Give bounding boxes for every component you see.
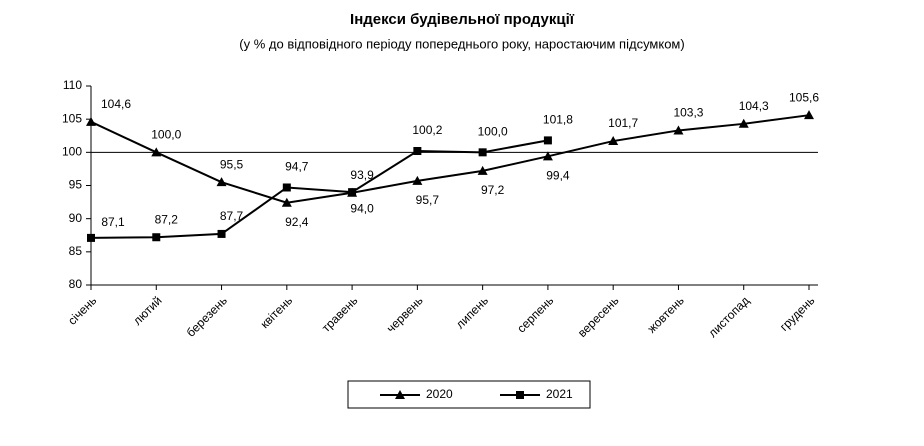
marker (281, 197, 292, 207)
y-tick-label: 100 (62, 145, 82, 159)
data-label: 104,6 (101, 97, 131, 111)
x-tick-label: січень (65, 293, 99, 327)
data-label: 95,7 (416, 193, 440, 207)
data-label: 93,9 (350, 168, 374, 182)
data-label: 87,2 (155, 212, 179, 226)
series-line (90, 114, 810, 204)
data-label: 87,1 (101, 215, 125, 229)
marker (478, 148, 487, 157)
marker (673, 125, 684, 135)
chart-subtitle: (у % до відповідного періоду попередньог… (239, 36, 684, 51)
data-label: 104,3 (739, 99, 769, 113)
data-label: 101,7 (608, 116, 638, 130)
x-tick-label: серпень (514, 293, 556, 335)
x-tick-label: травень (319, 293, 360, 334)
marker (543, 136, 552, 145)
marker (87, 233, 95, 242)
marker (395, 390, 405, 399)
marker (738, 118, 749, 128)
x-tick-label: лютий (130, 293, 164, 327)
data-label: 101,8 (543, 113, 573, 127)
marker (412, 175, 423, 185)
y-tick-label: 95 (69, 178, 83, 192)
data-label: 94,0 (350, 201, 374, 215)
y-tick-label: 110 (63, 78, 82, 92)
x-tick-label: грудень (777, 293, 817, 333)
marker (216, 177, 227, 187)
marker (804, 110, 814, 120)
series-line (90, 139, 549, 239)
marker (282, 183, 291, 192)
y-tick-label: 90 (69, 211, 83, 225)
data-label: 99,4 (546, 168, 570, 182)
data-label: 100,0 (151, 128, 181, 142)
data-label: 97,2 (481, 183, 505, 197)
data-label: 100,2 (412, 123, 442, 137)
data-label: 105,6 (789, 90, 819, 104)
marker (413, 147, 422, 156)
marker (542, 151, 553, 161)
legend-label: 2021 (546, 387, 573, 401)
marker (217, 229, 226, 238)
marker (151, 147, 162, 157)
chart-title: Індекси будівельної продукції (350, 11, 575, 28)
x-tick-label: жовтень (645, 293, 687, 335)
data-label: 100,0 (478, 125, 508, 139)
y-tick-label: 85 (69, 244, 83, 258)
x-tick-label: вересень (575, 293, 622, 340)
marker (516, 391, 524, 399)
x-tick-label: березень (184, 293, 230, 339)
x-tick-label: листопад (705, 293, 752, 340)
marker (152, 233, 161, 242)
marker (348, 188, 357, 197)
data-label: 103,3 (673, 106, 703, 120)
x-tick-label: липень (453, 293, 491, 331)
y-tick-label: 105 (62, 111, 82, 125)
legend-label: 2020 (426, 387, 453, 401)
data-label: 92,4 (285, 215, 309, 229)
y-tick-label: 80 (69, 277, 83, 291)
data-label: 87,7 (220, 209, 244, 223)
marker (86, 116, 96, 126)
data-label: 94,7 (285, 160, 309, 174)
x-tick-label: квітень (258, 293, 296, 331)
legend-box (347, 380, 591, 409)
data-label: 95,5 (220, 157, 244, 171)
marker (608, 136, 619, 146)
marker (477, 165, 488, 175)
x-tick-label: червень (384, 293, 426, 335)
